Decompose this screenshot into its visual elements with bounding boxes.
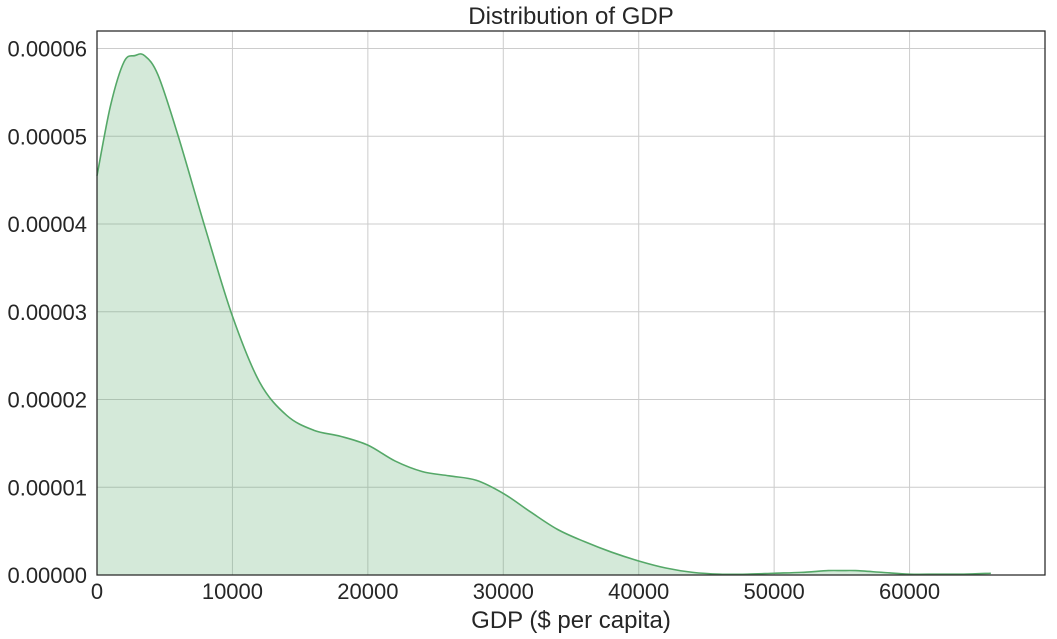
x-tick-label: 50000 xyxy=(744,579,805,604)
y-tick-label: 0.00006 xyxy=(7,37,87,62)
grid-lines xyxy=(97,31,1045,575)
density-line xyxy=(96,53,991,576)
density-area xyxy=(97,53,991,575)
y-tick-label: 0.00000 xyxy=(7,563,87,588)
x-axis-label: GDP ($ per capita) xyxy=(471,607,671,634)
x-tick-label: 40000 xyxy=(608,579,669,604)
y-tick-label: 0.00001 xyxy=(7,475,87,500)
tick-labels: 0 10000 20000 30000 40000 50000 60000 0.00000 0.… xyxy=(7,37,940,604)
x-tick-label: 60000 xyxy=(879,579,940,604)
y-tick-label: 0.00005 xyxy=(7,124,87,149)
x-tick-label: 10000 xyxy=(202,579,263,604)
y-tick-label: 0.00004 xyxy=(7,212,87,237)
y-tick-label: 0.00003 xyxy=(7,300,87,325)
plot-frame xyxy=(96,30,1046,576)
x-tick-label: 0 xyxy=(91,579,103,604)
y-tick-label: 0.00002 xyxy=(7,388,87,413)
x-tick-label: 30000 xyxy=(473,579,534,604)
x-tick-label: 20000 xyxy=(337,579,398,604)
chart-title: Distribution of GDP xyxy=(468,3,673,30)
